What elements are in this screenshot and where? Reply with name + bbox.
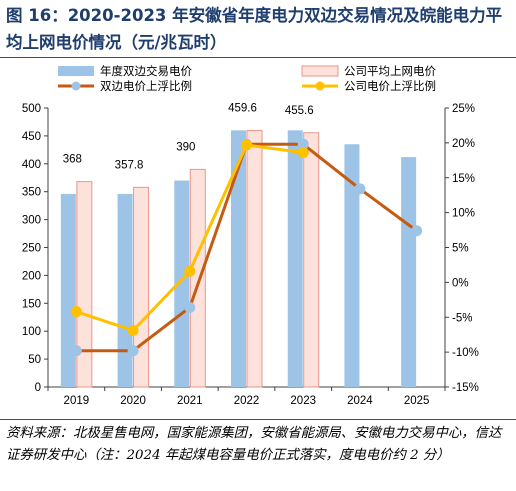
data-label-company-price: 455.6 <box>285 105 314 117</box>
marker-company-uplift <box>297 147 309 159</box>
marker-bilateral-uplift <box>70 345 82 357</box>
data-label-company-price: 357.8 <box>115 159 144 171</box>
right-axis-tick-label: -15% <box>452 382 479 394</box>
left-axis-tick-label: 300 <box>22 215 41 227</box>
x-axis-tick-label: 2022 <box>234 395 260 407</box>
left-axis-tick-label: 400 <box>22 159 41 171</box>
data-label-company-price: 459.6 <box>228 103 257 115</box>
legend-label: 双边电价上浮比例 <box>100 79 192 93</box>
legend-label: 公司平均上网电价 <box>344 65 436 78</box>
left-axis-tick-label: 350 <box>22 187 41 199</box>
bar-annual-bilateral-price <box>401 157 417 387</box>
x-axis-tick-label: 2023 <box>290 395 316 407</box>
left-axis-tick-label: 200 <box>22 270 41 282</box>
right-axis-tick-label: 0% <box>452 277 469 289</box>
x-axis-tick-label: 2025 <box>404 395 430 407</box>
legend-label: 公司电价上浮比例 <box>344 79 436 93</box>
bar-company-avg-price <box>246 130 263 388</box>
chart: 0 50 100 150 200 250 300 350 400 450 500 -15% -10% -5… <box>22 64 479 407</box>
right-axis-tick-label: 10% <box>452 208 475 220</box>
left-axis-tick-label: 250 <box>22 243 41 255</box>
x-axis-tick-label: 2020 <box>120 395 146 407</box>
x-axis-tick-label: 2024 <box>347 395 373 407</box>
source-note: 资料来源：北极星售电网，国家能源集团，安徽省能源局、安徽电力交易中心，信达证券研… <box>6 426 502 463</box>
right-axis-tick-label: -5% <box>452 312 472 324</box>
legend-swatch-bilateral-price <box>58 66 94 76</box>
marker-company-uplift <box>127 325 139 337</box>
bar-annual-bilateral-price <box>60 193 76 387</box>
bar-company-avg-price <box>189 168 206 388</box>
bar-annual-bilateral-price <box>117 193 133 387</box>
bar-annual-bilateral-price <box>174 180 190 387</box>
legend-marker-company-uplift <box>315 81 325 91</box>
bar-annual-bilateral-price <box>344 144 360 387</box>
right-axis-tick-label: 15% <box>452 173 475 185</box>
left-axis-tick-label: 50 <box>28 354 41 366</box>
marker-company-uplift <box>184 265 196 277</box>
x-axis-tick-label: 2021 <box>177 395 203 407</box>
x-axis-tick-label: 2019 <box>64 395 90 407</box>
legend-label: 年度双边交易电价 <box>100 64 192 78</box>
bar-annual-bilateral-price <box>231 130 246 387</box>
marker-bilateral-uplift <box>127 345 139 357</box>
data-label-company-price: 368 <box>63 154 82 166</box>
source-rule <box>0 419 516 420</box>
marker-bilateral-uplift <box>297 138 309 150</box>
left-axis-tick-label: 150 <box>22 298 41 310</box>
marker-company-uplift <box>241 139 252 151</box>
right-axis-tick-label: 20% <box>452 138 475 150</box>
left-axis-tick-label: 450 <box>22 131 41 143</box>
bar-company-avg-price <box>133 186 150 388</box>
legend-swatch-company-price <box>301 65 339 77</box>
right-axis-tick-label: 25% <box>452 103 475 115</box>
marker-company-uplift <box>70 306 82 318</box>
right-axis-tick-label: 5% <box>452 243 469 255</box>
marker-bilateral-uplift <box>411 225 423 237</box>
legend-marker-bilateral-uplift <box>71 81 81 91</box>
bar-annual-bilateral-price <box>287 130 303 387</box>
chart-title: 图 16：2020-2023 年安徽省年度电力双边交易情况及皖能电力平均上网电价… <box>6 6 503 52</box>
left-axis-tick-label: 100 <box>22 326 41 338</box>
right-axis-tick-label: -10% <box>452 347 479 359</box>
bar-company-avg-price <box>76 181 93 388</box>
title-rule <box>0 57 516 58</box>
left-axis-tick-label: 0 <box>35 382 41 394</box>
marker-bilateral-uplift <box>354 183 366 195</box>
marker-bilateral-uplift <box>184 301 196 313</box>
bar-company-avg-price <box>303 132 320 388</box>
data-label-company-price: 390 <box>176 141 195 153</box>
left-axis-tick-label: 500 <box>22 103 41 115</box>
